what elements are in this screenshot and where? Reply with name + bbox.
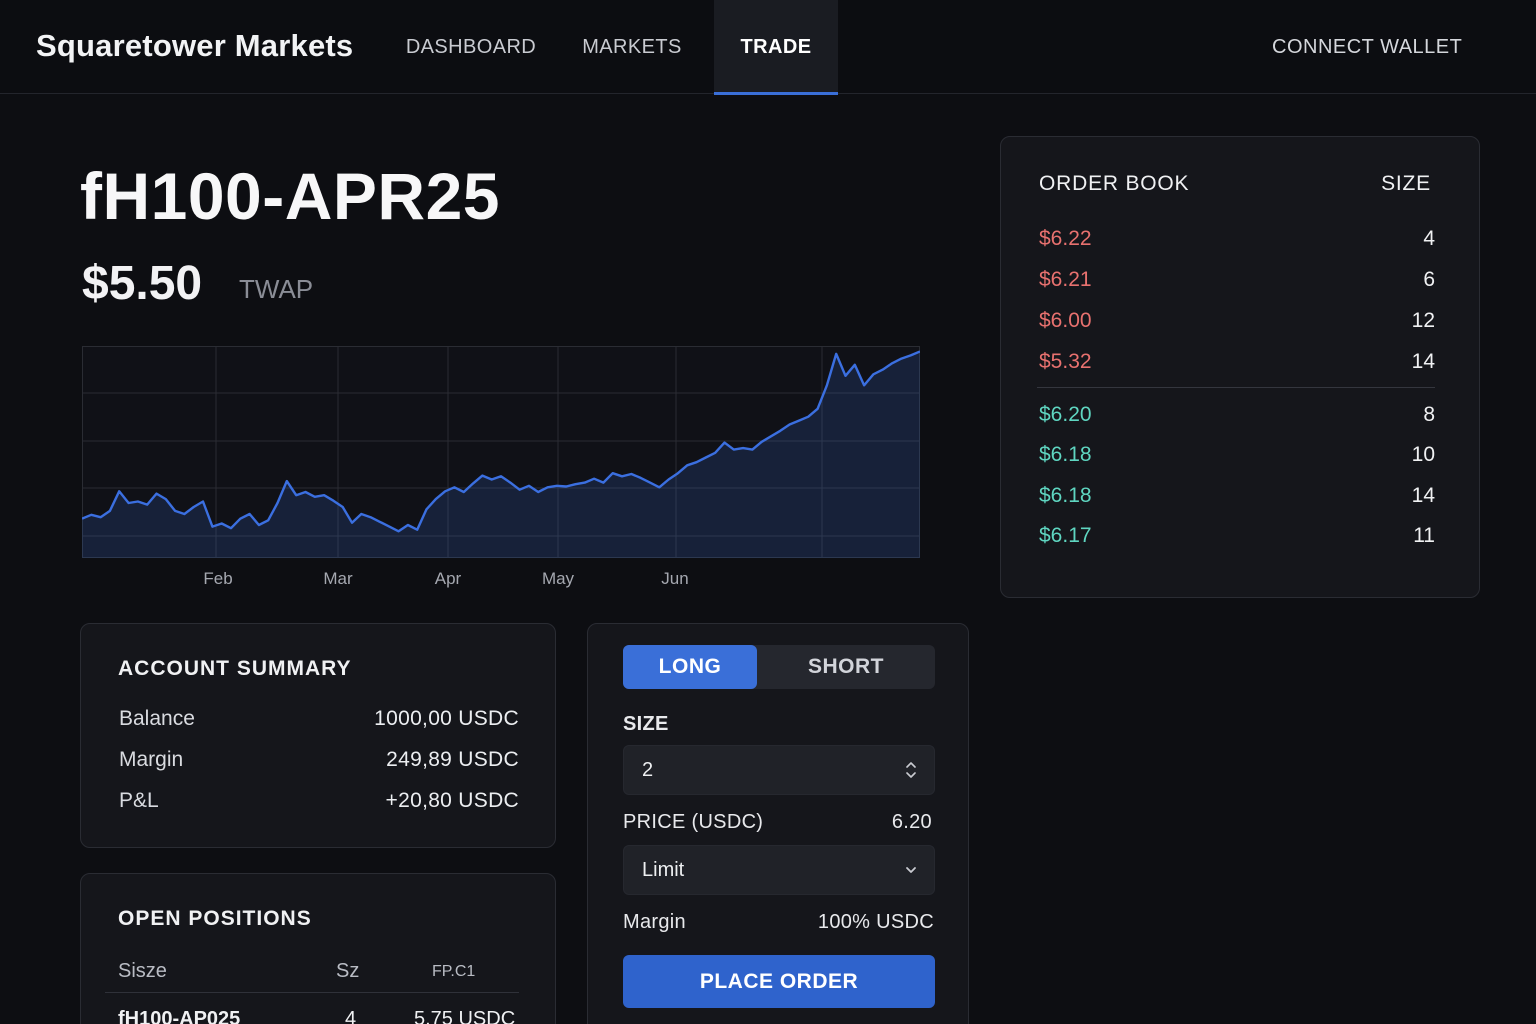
order-book-size-header: SIZE: [1381, 172, 1431, 195]
open-positions-title: OPEN POSITIONS: [118, 907, 312, 930]
nav-dashboard[interactable]: DASHBOARD: [405, 35, 537, 58]
long-button[interactable]: LONG: [623, 645, 757, 689]
updown-chevron-icon[interactable]: [904, 759, 918, 786]
chart-area-fill: [82, 351, 920, 558]
account-label: P&L: [119, 789, 159, 812]
price-label: TWAP: [239, 274, 314, 304]
chevron-down-icon: [904, 859, 918, 886]
margin-value: 100% USDC: [817, 911, 934, 933]
account-value: 1000,00 USDC: [374, 707, 519, 730]
top-navbar: Squaretower Markets DASHBOARD MARKETS TR…: [0, 0, 1536, 95]
chart-frame: [82, 346, 920, 558]
nav-trade[interactable]: TRADE: [714, 0, 838, 95]
positions-divider: [105, 992, 519, 993]
ask-row[interactable]: $6.00 12: [1039, 309, 1435, 339]
price-label-field: PRICE (USDC): [623, 811, 764, 833]
bid-size: 14: [1411, 484, 1435, 507]
x-tick-label: Jun: [661, 569, 689, 588]
account-label: Balance: [119, 707, 195, 730]
short-button[interactable]: SHORT: [808, 655, 884, 678]
bid-price: $6.18: [1039, 443, 1092, 466]
positions-header-symbol: Sisze: [118, 960, 167, 982]
bid-size: 8: [1423, 403, 1435, 426]
ask-row[interactable]: $5.32 14: [1039, 350, 1435, 380]
order-type-select[interactable]: Limit: [623, 845, 935, 895]
bid-size: 10: [1411, 443, 1435, 466]
account-summary-card: ACCOUNT SUMMARY Balance 1000,00 USDC Marg…: [80, 623, 556, 848]
order-book-card: ORDER BOOK SIZE $6.22 4 $6.21 6 $6.00 12 $5…: [1000, 136, 1480, 598]
chart-line: [82, 350, 920, 533]
ask-size: 12: [1411, 309, 1435, 332]
ask-size: 6: [1423, 268, 1435, 291]
bid-row[interactable]: $6.17 11: [1039, 524, 1435, 554]
place-order-button[interactable]: PLACE ORDER: [623, 955, 935, 1008]
bid-price: $6.17: [1039, 524, 1092, 547]
size-stepper[interactable]: 2: [623, 745, 935, 795]
price-chart-svg: [82, 346, 920, 558]
price-value-field: 6.20: [891, 811, 932, 833]
margin-label: Margin: [623, 911, 686, 933]
x-tick-label: Mar: [323, 569, 353, 588]
account-label: Margin: [119, 748, 184, 771]
x-tick-label: May: [541, 569, 575, 588]
order-type-value: Limit: [642, 859, 685, 881]
bid-price: $6.20: [1039, 403, 1092, 426]
ask-price: $6.00: [1039, 309, 1092, 332]
side-toggle: LONG SHORT: [623, 645, 935, 689]
bid-row[interactable]: $6.18 10: [1039, 443, 1435, 473]
bid-row[interactable]: $6.20 8: [1039, 403, 1435, 433]
connect-wallet-button[interactable]: CONNECT WALLET: [1272, 36, 1463, 58]
ask-size: 4: [1423, 227, 1435, 250]
ask-size: 14: [1411, 350, 1435, 373]
instrument-price: $5.50: [82, 257, 203, 310]
order-book-divider: [1037, 387, 1435, 388]
account-value: 249,89 USDC: [386, 748, 519, 771]
open-positions-card: OPEN POSITIONS Sisze Sz FP.C1 fH100-AP02…: [80, 873, 556, 1024]
nav-markets[interactable]: MARKETS: [582, 35, 682, 58]
x-tick-label: Feb: [203, 569, 233, 588]
brand-logo[interactable]: Squaretower Markets: [36, 28, 354, 63]
order-book-title: ORDER BOOK: [1039, 172, 1190, 195]
trade-panel: LONG SHORT SIZE 2 PRICE (USDC) 6.20 Limi…: [587, 623, 969, 1024]
price-chart: [82, 346, 920, 558]
positions-header-value: FP.C1: [432, 963, 476, 980]
size-value: 2: [642, 759, 654, 781]
position-size: 4: [345, 1008, 357, 1024]
chart-grid-horizontal: [82, 392, 920, 537]
position-value: 5.75 USDC: [414, 1008, 516, 1024]
ask-price: $6.22: [1039, 227, 1092, 250]
account-value: +20,80 USDC: [385, 789, 519, 812]
positions-header-size: Sz: [336, 960, 360, 982]
account-summary-title: ACCOUNT SUMMARY: [118, 657, 352, 680]
position-symbol[interactable]: fH100-AP025: [118, 1008, 241, 1024]
size-label: SIZE: [623, 713, 669, 735]
x-tick-label: Apr: [434, 569, 462, 588]
ask-price: $6.21: [1039, 268, 1092, 291]
instrument-symbol: fH100-APR25: [80, 159, 500, 233]
bid-price: $6.18: [1039, 484, 1092, 507]
ask-price: $5.32: [1039, 350, 1092, 373]
ask-row[interactable]: $6.21 6: [1039, 268, 1435, 298]
bid-size: 11: [1413, 524, 1435, 547]
ask-row[interactable]: $6.22 4: [1039, 227, 1435, 257]
bid-row[interactable]: $6.18 14: [1039, 484, 1435, 514]
chart-grid-vertical: [215, 346, 823, 558]
